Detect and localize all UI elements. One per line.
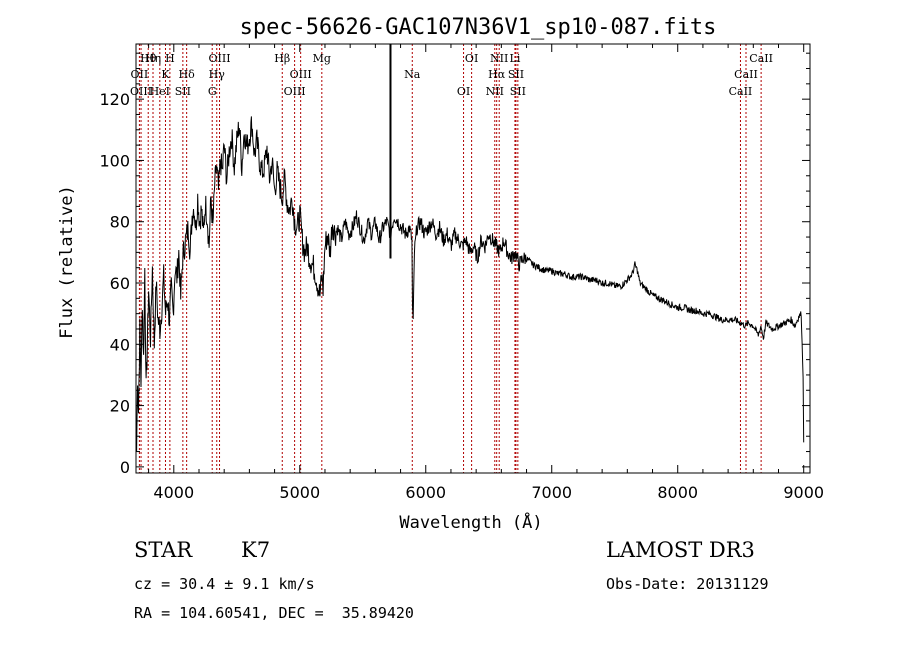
line-label: Hβ	[274, 52, 290, 65]
object-class: STAR	[134, 538, 193, 562]
y-tick-label: 60	[110, 274, 130, 293]
line-label: CaII	[749, 52, 773, 65]
x-axis: 4000 5000 6000 7000 8000 9000	[148, 44, 824, 502]
line-label: Hα	[488, 68, 506, 81]
line-labels: HθOIIOIIIHηKHeIHHδSIIOIIIHγGHβOIIIOIIIMg…	[130, 52, 773, 98]
obs-date: Obs-Date: 20131129	[606, 575, 769, 593]
line-label: CaII	[729, 85, 753, 98]
line-label: OIII	[284, 85, 306, 98]
x-axis-label: Wavelength (Å)	[399, 511, 542, 533]
line-label: Na	[404, 68, 421, 81]
line-label: NII	[490, 52, 508, 65]
x-tick-label: 6000	[405, 483, 446, 502]
line-label: Li	[510, 52, 521, 65]
line-label: OIII	[290, 68, 312, 81]
y-tick-label: 0	[120, 458, 130, 477]
plot-frame	[135, 43, 811, 474]
line-label: G	[208, 85, 217, 98]
line-label: OIII	[208, 52, 230, 65]
x-tick-label: 7000	[531, 483, 572, 502]
line-label: NII	[486, 85, 504, 98]
x-tick-label: 4000	[153, 483, 194, 502]
line-label: OI	[457, 85, 470, 98]
x-tick-label: 9000	[783, 483, 824, 502]
y-tick-label: 40	[110, 335, 130, 354]
y-tick-label: 20	[110, 397, 130, 416]
y-tick-label: 120	[99, 90, 130, 109]
line-label: SII	[508, 68, 524, 81]
coordinates-readout: RA = 104.60541, DEC = 35.89420	[134, 604, 414, 622]
line-label: CaII	[734, 68, 758, 81]
line-label: HeI	[150, 85, 170, 98]
spectrum-series	[136, 116, 805, 452]
line-label: K	[161, 68, 170, 81]
x-tick-label: 8000	[657, 483, 698, 502]
line-label: Hη	[145, 52, 161, 65]
line-label: SII	[175, 85, 191, 98]
line-markers	[138, 44, 762, 473]
y-axis: 0 20 40 60 80 100 120	[99, 52, 810, 477]
line-label: SII	[510, 85, 526, 98]
y-axis-label: Flux (relative)	[57, 185, 77, 339]
line-label: Hγ	[209, 68, 226, 81]
y-tick-label: 80	[110, 213, 130, 232]
line-label: OI	[465, 52, 478, 65]
line-label: H	[165, 52, 175, 65]
y-tick-label: 100	[99, 151, 130, 170]
line-label: Hδ	[179, 68, 196, 81]
line-label: Hθ	[140, 52, 157, 65]
object-subclass: K7	[241, 538, 271, 562]
line-label: OII	[131, 68, 149, 81]
line-label: Mg	[313, 52, 331, 65]
redshift-readout: cz = 30.4 ± 9.1 km/s	[134, 575, 315, 593]
survey-name: LAMOST DR3	[606, 538, 755, 562]
chart-title: spec-56626-GAC107N36V1_sp10-087.fits	[240, 15, 717, 40]
x-tick-label: 5000	[279, 483, 320, 502]
